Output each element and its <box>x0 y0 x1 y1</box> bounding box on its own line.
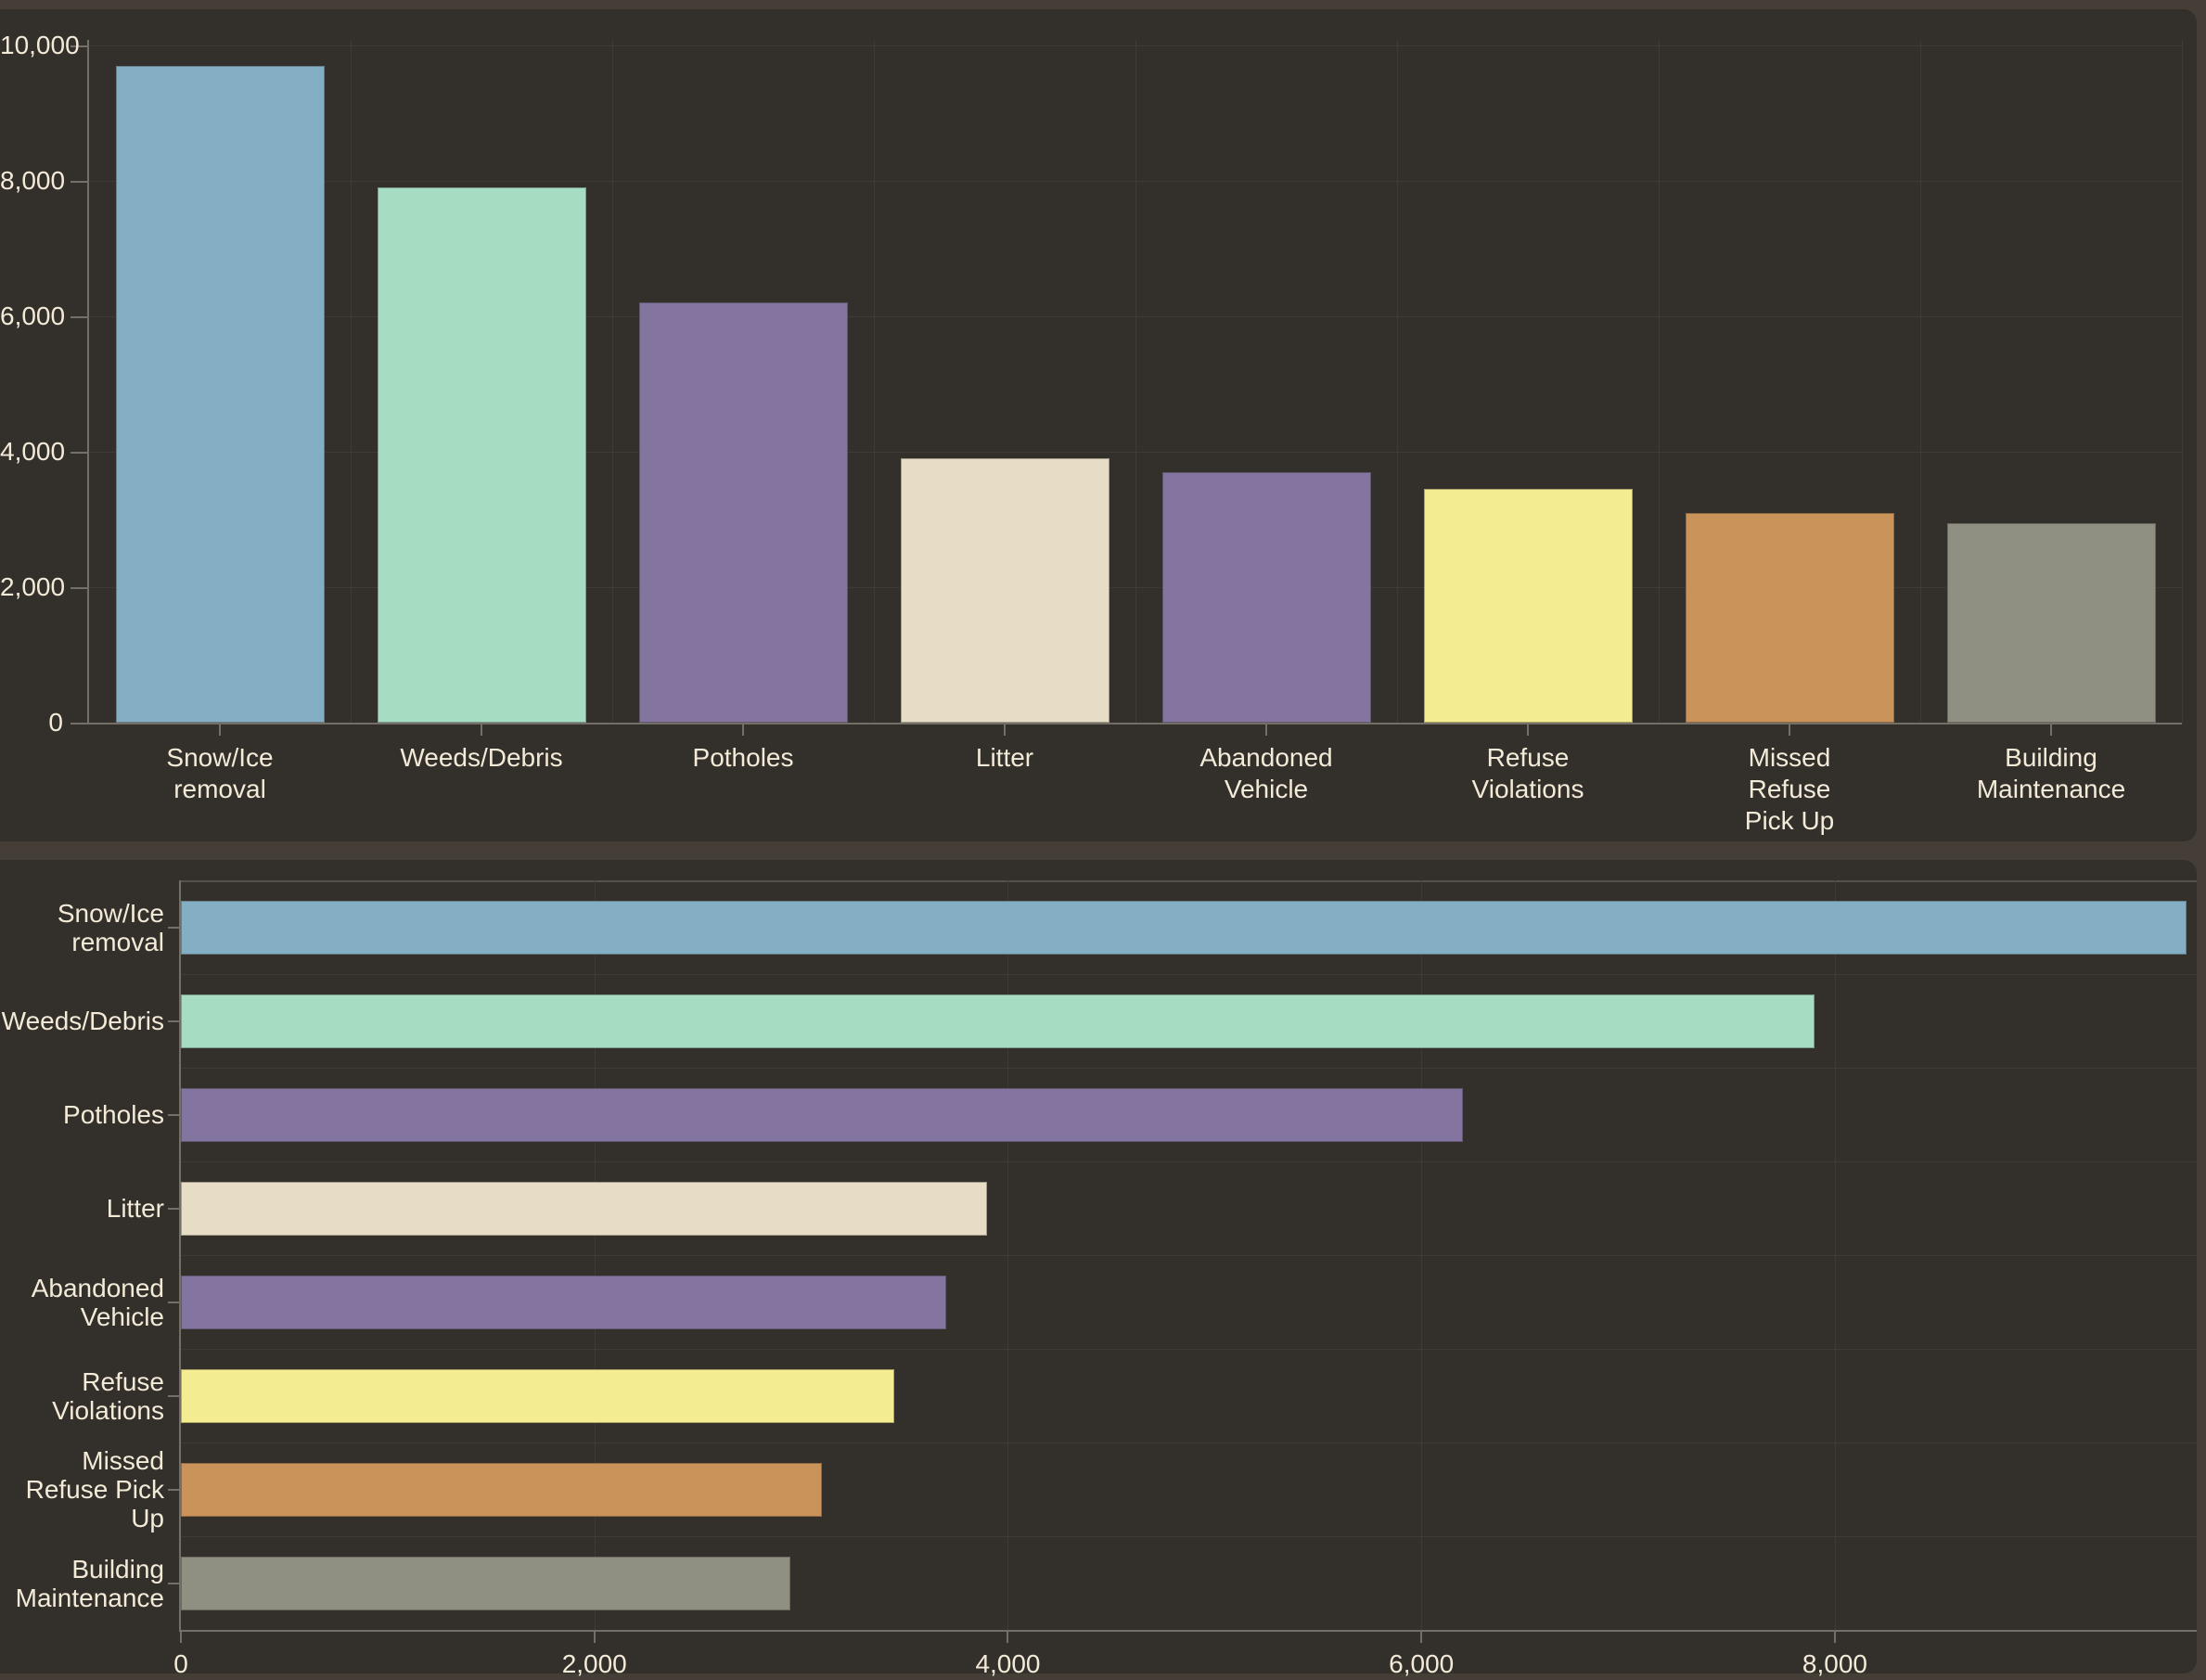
x-axis-tick <box>1527 725 1529 736</box>
category-label: Abandoned Vehicle <box>1199 743 1333 803</box>
x-axis-tick <box>2050 725 2052 736</box>
category-boundary-gridline <box>1397 40 1398 723</box>
y-tick-label: 4,000 <box>0 437 66 466</box>
x-gridline <box>1007 880 1009 1630</box>
y-axis-tick <box>71 316 87 318</box>
bar-refuse-violations[interactable] <box>181 1368 894 1423</box>
bar-building-maintenance[interactable] <box>181 1556 791 1610</box>
bar-weeds-debris[interactable] <box>181 994 1815 1048</box>
bar-litter[interactable] <box>181 1181 988 1236</box>
category-label: Refuse Violations <box>52 1366 164 1425</box>
y-axis-tick <box>168 1113 179 1116</box>
category-boundary-gridline <box>1920 40 1921 723</box>
x-axis-tick <box>180 1632 182 1643</box>
y-axis-line <box>179 880 181 1632</box>
category-label: Potholes <box>692 743 794 772</box>
bar-missed-refuse-pick-up[interactable] <box>1685 512 1894 723</box>
category-label: Snow/Ice removal <box>166 743 274 803</box>
y-tick-label: 10,000 <box>0 31 80 59</box>
x-gridline <box>594 880 596 1630</box>
row-boundary-gridline <box>181 974 2197 975</box>
bar-potholes[interactable] <box>638 302 848 723</box>
y-tick-label: 0 <box>48 708 63 737</box>
x-axis-baseline <box>87 723 2182 725</box>
y-axis-tick <box>71 181 87 183</box>
y-axis-tick <box>168 926 179 929</box>
category-boundary-gridline <box>1135 40 1136 723</box>
horizontal-bar-chart-panel: Snow/Ice removal Weeds/Debris Potholes Litt… <box>0 860 2197 1678</box>
bar-litter[interactable] <box>900 458 1109 723</box>
x-axis-tick <box>481 725 482 736</box>
x-axis-tick <box>1420 1632 1423 1643</box>
x-axis-tick <box>593 1632 596 1643</box>
bar-abandoned-vehicle[interactable] <box>1161 471 1371 723</box>
y-axis-tick <box>168 1301 179 1303</box>
x-axis-tick <box>742 725 744 736</box>
y-axis-tick <box>71 587 87 589</box>
bar-missed-refuse-pick-up[interactable] <box>181 1462 822 1517</box>
y-tick-label: 2,000 <box>0 572 66 601</box>
x-tick-label: 8,000 <box>1802 1649 1867 1678</box>
row-boundary-gridline <box>181 1536 2197 1537</box>
y-axis-tick <box>168 1582 179 1584</box>
category-boundary-gridline <box>2182 40 2183 723</box>
y-axis-line <box>87 40 89 725</box>
category-boundary-gridline <box>1659 40 1660 723</box>
category-label: Building Maintenance <box>1976 743 2126 803</box>
bar-abandoned-vehicle[interactable] <box>181 1275 946 1329</box>
x-axis-tick <box>1007 1632 1009 1643</box>
y-axis-tick <box>168 1394 179 1397</box>
x-gridline <box>1421 880 1423 1630</box>
x-tick-label: 0 <box>173 1649 188 1678</box>
x-axis-tick <box>1789 725 1790 736</box>
x-tick-label: 6,000 <box>1389 1649 1455 1678</box>
row-boundary-gridline <box>181 1068 2197 1069</box>
category-label: Litter <box>106 1194 164 1223</box>
category-label: Potholes <box>63 1100 164 1129</box>
category-label: Weeds/Debris <box>1 1007 164 1035</box>
x-axis-tick <box>1265 725 1267 736</box>
vertical-bar-chart-panel: 0 2,000 4,000 6,000 8,000 10,000 Snow/Ice remo… <box>0 9 2197 841</box>
y-axis-tick <box>71 45 87 47</box>
bar-snow-ice-removal[interactable] <box>181 900 2187 955</box>
y-axis-tick <box>168 1488 179 1491</box>
category-boundary-gridline <box>351 40 352 723</box>
row-boundary-gridline <box>181 1255 2197 1256</box>
bar-weeds-debris[interactable] <box>377 187 586 723</box>
row-boundary-gridline <box>181 1161 2197 1162</box>
x-axis-tick <box>219 725 221 736</box>
y-axis-tick <box>168 1207 179 1210</box>
x-axis-tick <box>1004 725 1006 736</box>
y-axis-tick <box>168 1020 179 1022</box>
y-tick-label: 6,000 <box>0 301 66 330</box>
plot-top-border <box>181 880 2197 882</box>
category-label: Building Maintenance <box>15 1554 164 1612</box>
category-boundary-gridline <box>612 40 613 723</box>
bar-potholes[interactable] <box>181 1087 1463 1142</box>
category-label: Litter <box>975 743 1034 772</box>
bar-building-maintenance[interactable] <box>1946 522 2156 723</box>
y-axis-tick <box>71 723 87 725</box>
x-tick-label: 4,000 <box>975 1649 1041 1678</box>
y-axis-tick <box>71 452 87 454</box>
x-tick-label: 2,000 <box>561 1649 627 1678</box>
bar-snow-ice-removal[interactable] <box>115 65 325 723</box>
category-boundary-gridline <box>874 40 875 723</box>
category-label: Abandoned Vehicle <box>31 1273 164 1331</box>
x-gridline <box>1834 880 1836 1630</box>
bar-refuse-violations[interactable] <box>1423 489 1633 723</box>
x-axis-tick <box>1833 1632 1836 1643</box>
category-label: Snow/Ice removal <box>57 898 164 956</box>
category-label: Missed Refuse Pick Up <box>25 1446 164 1533</box>
y-tick-label: 8,000 <box>0 166 66 195</box>
row-boundary-gridline <box>181 1349 2197 1350</box>
x-axis-line <box>179 1630 2197 1632</box>
category-label: Weeds/Debris <box>400 743 563 772</box>
category-label: Missed Refuse Pick Up <box>1744 743 1835 835</box>
category-label: Refuse Violations <box>1471 743 1584 803</box>
